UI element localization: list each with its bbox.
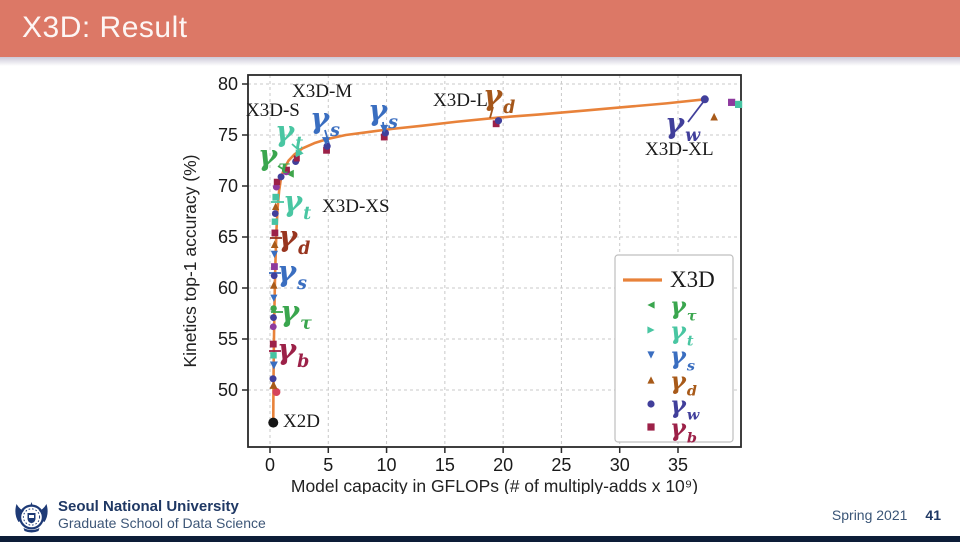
y-tick-label: 70	[218, 176, 238, 196]
x-tick-label: 10	[377, 455, 397, 475]
data-point-marker	[272, 193, 280, 201]
gamma-annotation: γt	[275, 114, 303, 154]
university-name: Seoul National University	[58, 498, 239, 515]
gamma-annotation: γb	[277, 332, 309, 372]
slide-footer: Seoul National University Graduate Schoo…	[0, 494, 960, 536]
y-tick-label: 80	[218, 74, 238, 94]
annotation-leader	[291, 143, 303, 154]
data-point-marker	[283, 166, 290, 173]
model-label: X3D-S	[246, 100, 300, 121]
data-point-marker	[272, 183, 280, 191]
model-label: X2D	[283, 411, 320, 432]
data-point-marker	[270, 281, 278, 289]
term-label: Spring 2021	[831, 507, 908, 523]
data-point-marker	[285, 169, 294, 178]
x-tick-label: 20	[493, 455, 513, 475]
data-point-marker	[647, 351, 655, 359]
annotation-leader	[324, 129, 330, 145]
y-tick-label: 60	[218, 278, 238, 298]
data-point-marker	[270, 240, 279, 248]
gamma-annotation: γs	[368, 93, 398, 133]
data-point-marker	[494, 117, 503, 125]
data-point-marker	[728, 98, 736, 106]
data-point-marker	[647, 301, 655, 309]
y-tick-label: 75	[218, 125, 238, 145]
x-tick-label: 15	[435, 455, 455, 475]
model-label: X3D-XL	[645, 139, 714, 160]
data-point-marker	[710, 112, 718, 121]
data-point-marker	[268, 417, 279, 428]
gamma-annotation: γτ	[280, 294, 312, 334]
data-point-marker	[647, 423, 655, 431]
accuracy-vs-gflops-chart: 0 5 10 15 20 25 30 35 50 55 60 65 70 75 80 Model capaci…	[170, 62, 770, 500]
page-number: 41	[925, 507, 941, 523]
data-point-marker	[269, 340, 277, 348]
y-tick-label: 55	[218, 329, 238, 349]
model-label: X3D-L	[433, 90, 488, 111]
data-point-marker	[270, 314, 277, 321]
data-point-marker	[380, 124, 389, 133]
chart-svg: 0 5 10 15 20 25 30 35 50 55 60 65 70 75 80 Model capaci…	[180, 74, 743, 496]
x-tick-label: 25	[551, 455, 571, 475]
model-label: X3D-XS	[322, 196, 390, 217]
data-point-marker	[270, 272, 278, 280]
data-point-marker	[271, 210, 279, 217]
data-point-marker	[277, 173, 285, 181]
data-point-marker	[295, 149, 304, 158]
data-point-marker	[270, 250, 279, 258]
x-axis-title: Model capacity in GFLOPs (# of multiply-…	[291, 476, 698, 496]
data-point-marker	[270, 352, 277, 359]
x-tick-label: 5	[323, 455, 333, 475]
x-tick-label: 30	[610, 455, 630, 475]
data-point-marker	[269, 375, 277, 383]
annotation-leader	[687, 100, 705, 123]
data-point-marker	[269, 380, 278, 389]
x-tick-label: 0	[265, 455, 275, 475]
data-point-marker	[380, 133, 388, 141]
data-point-marker	[271, 202, 280, 210]
x-tick-label: 35	[668, 455, 688, 475]
data-point-marker	[273, 178, 281, 186]
university-emblem-icon	[15, 502, 48, 533]
slide-header: X3D: Result	[0, 0, 960, 57]
bottom-accent-bar	[0, 536, 960, 542]
legend-box	[614, 254, 734, 443]
data-point-marker	[647, 400, 655, 408]
header-shadow	[0, 57, 960, 66]
data-point-marker	[270, 294, 278, 302]
data-point-marker	[323, 142, 331, 150]
data-point-marker	[492, 120, 500, 128]
y-axis-title: Kinetics top-1 accuracy (%)	[180, 155, 200, 368]
data-point-marker	[647, 326, 655, 334]
data-point-marker	[272, 388, 281, 397]
data-point-marker	[735, 100, 743, 108]
page-title: X3D: Result	[22, 11, 188, 44]
data-point-marker	[323, 146, 330, 154]
data-point-marker	[293, 155, 300, 162]
legend-line-label: X3D	[670, 267, 715, 292]
data-point-marker	[269, 361, 278, 370]
gamma-annotation: γd	[483, 78, 515, 118]
data-point-marker	[270, 305, 277, 312]
data-point-marker	[700, 95, 709, 104]
data-point-marker	[271, 263, 278, 270]
data-point-marker	[269, 323, 277, 331]
plot-frame	[247, 74, 742, 448]
department-name: Graduate School of Data Science	[58, 515, 266, 532]
y-tick-label: 50	[218, 380, 238, 400]
data-point-marker	[271, 218, 279, 225]
y-tick-label: 65	[218, 227, 238, 247]
data-point-marker	[647, 376, 655, 384]
data-point-marker	[271, 229, 279, 237]
data-point-marker	[321, 137, 330, 146]
annotation-leader	[489, 106, 494, 119]
model-label: X3D-M	[292, 81, 352, 102]
